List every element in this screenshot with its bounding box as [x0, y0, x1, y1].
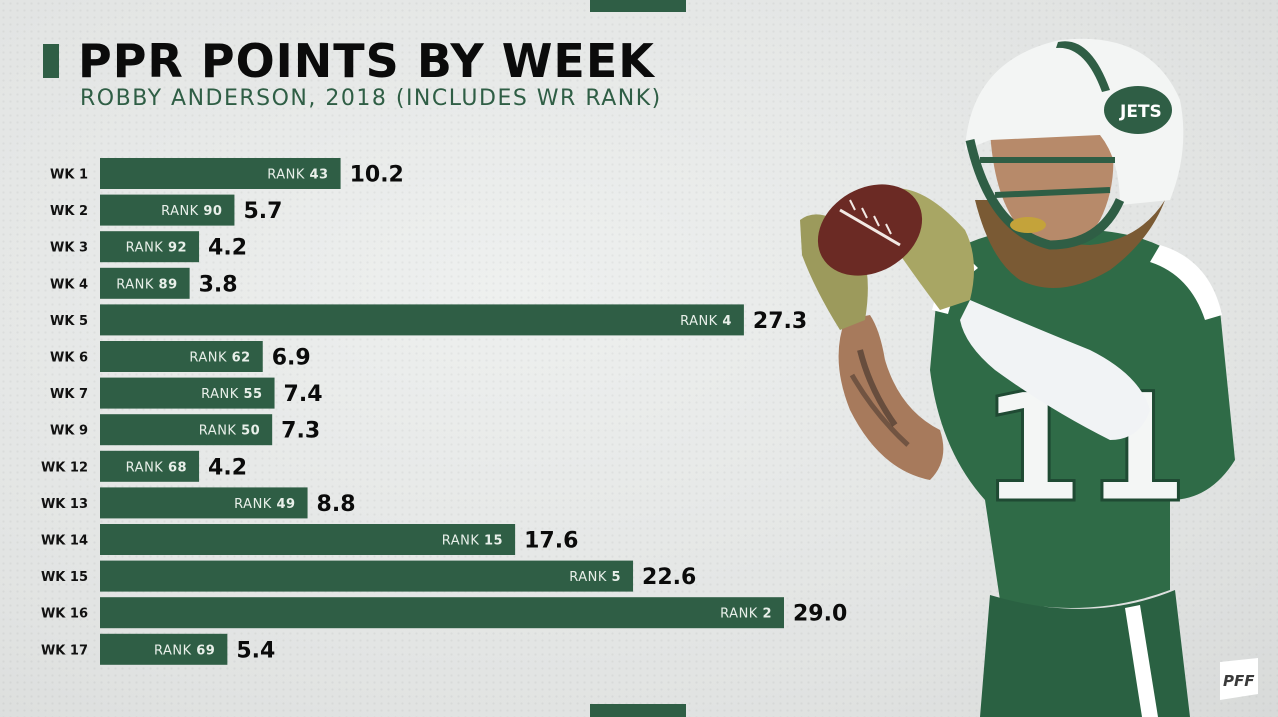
- data-label: 17.6: [524, 529, 578, 554]
- data-label: 27.3: [753, 309, 807, 334]
- top-accent-tab: [590, 0, 686, 12]
- bar: [100, 560, 634, 592]
- data-label: 4.2: [208, 236, 247, 261]
- rank-label: RANK 92: [126, 241, 187, 256]
- rank-label: RANK 90: [161, 204, 222, 219]
- category-label: WK 6: [50, 351, 88, 366]
- rank-label: RANK 49: [234, 497, 295, 512]
- data-label: 5.4: [236, 638, 275, 663]
- category-label: WK 13: [41, 497, 88, 512]
- rank-label: RANK 50: [199, 424, 260, 439]
- bar: [100, 524, 516, 555]
- category-label: WK 1: [50, 168, 88, 183]
- bar: [100, 304, 744, 336]
- rank-label: RANK 68: [126, 460, 187, 475]
- bar: [100, 377, 275, 409]
- rank-label: RANK 89: [116, 277, 177, 292]
- chart-title: PPR POINTS BY WEEK: [78, 34, 655, 88]
- data-label: 3.8: [199, 272, 238, 297]
- category-label: WK 17: [41, 643, 88, 658]
- rank-label: RANK 43: [267, 168, 328, 183]
- pff-logo: PFF: [1220, 658, 1258, 700]
- data-label: 5.7: [243, 199, 282, 224]
- pff-logo-text: PFF: [1223, 672, 1255, 690]
- rank-label: RANK 55: [201, 387, 262, 402]
- bar: [100, 231, 200, 263]
- rank-label: RANK 5: [569, 570, 621, 585]
- category-label: WK 3: [50, 241, 88, 256]
- bar: [100, 450, 200, 482]
- data-label: 8.8: [317, 492, 356, 517]
- bar: [100, 487, 308, 519]
- bar: [100, 267, 190, 299]
- data-label: 4.2: [208, 455, 247, 480]
- data-label: 7.3: [281, 419, 320, 444]
- bar: [100, 597, 784, 629]
- title-accent-bar: [43, 44, 59, 78]
- category-label: WK 9: [50, 424, 88, 439]
- bar: [100, 158, 341, 189]
- category-label: WK 16: [41, 607, 88, 622]
- category-label: WK 14: [41, 534, 88, 549]
- category-label: WK 15: [41, 570, 88, 585]
- category-label: WK 4: [50, 277, 88, 292]
- bar: [100, 414, 273, 446]
- bottom-accent-tab: [590, 704, 686, 717]
- data-label: 29.0: [793, 602, 847, 627]
- rank-label: RANK 62: [189, 351, 250, 366]
- chart-subtitle: ROBBY ANDERSON, 2018 (INCLUDES WR RANK): [80, 86, 662, 111]
- bar: [100, 633, 228, 665]
- data-label: 7.4: [284, 382, 323, 407]
- rank-label: RANK 69: [154, 643, 215, 658]
- data-label: 6.9: [272, 346, 311, 371]
- data-label: 10.2: [350, 163, 404, 188]
- rank-label: RANK 2: [720, 607, 772, 622]
- player-illustration: 11 JETS: [800, 38, 1235, 717]
- helmet-logo-text: JETS: [1119, 102, 1162, 122]
- data-label: 22.6: [642, 565, 696, 590]
- category-label: WK 7: [50, 387, 88, 402]
- bar: [100, 341, 263, 372]
- bar: [100, 194, 235, 226]
- category-label: WK 2: [50, 204, 88, 219]
- category-label: WK 5: [50, 314, 88, 329]
- rank-label: RANK 15: [442, 534, 503, 549]
- rank-label: RANK 4: [680, 314, 732, 329]
- category-label: WK 12: [41, 460, 88, 475]
